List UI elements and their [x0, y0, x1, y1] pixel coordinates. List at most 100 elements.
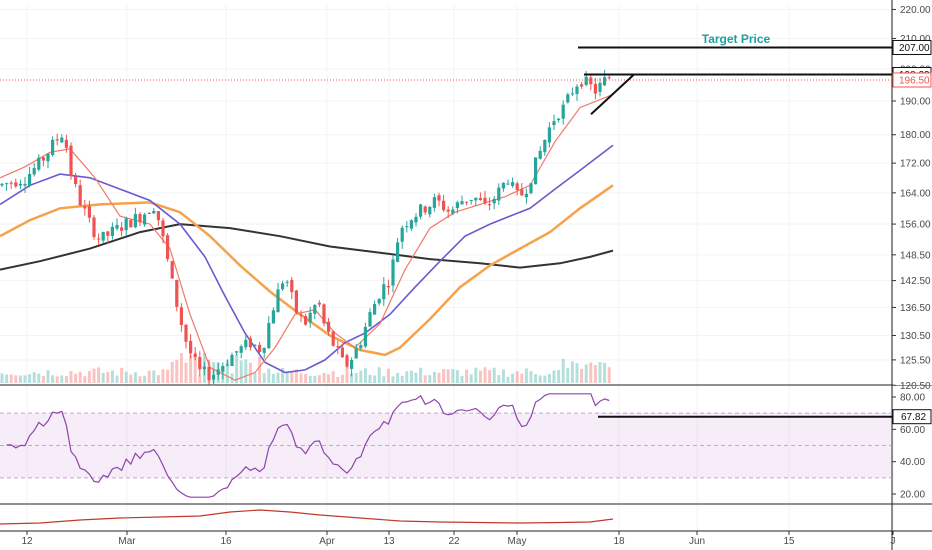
- volume-bar: [290, 371, 294, 383]
- candle-body: [23, 184, 27, 186]
- candle-body: [87, 206, 91, 218]
- candle-body: [547, 127, 551, 143]
- candle: [14, 178, 18, 189]
- candle: [478, 192, 482, 201]
- volume-bar: [598, 362, 602, 383]
- volume-bar: [5, 374, 9, 383]
- candle: [23, 177, 27, 193]
- volume-bar: [405, 371, 409, 383]
- time-tick-label: 12: [21, 536, 33, 547]
- candle: [92, 215, 96, 240]
- candle-body: [543, 139, 547, 153]
- candle-body: [253, 344, 257, 346]
- volume-bar: [285, 371, 289, 383]
- price-tick-label: 142.50: [900, 276, 931, 287]
- rsi-tick-label: 20.00: [900, 490, 925, 501]
- candle-body: [345, 355, 349, 367]
- ascending-triangle-pattern: [584, 73, 637, 115]
- candle: [386, 279, 390, 295]
- time-tick-label: 13: [383, 536, 395, 547]
- price-tag-label: 196.50: [899, 75, 930, 86]
- rsi-tick-label: 40.00: [900, 457, 925, 468]
- candle: [28, 166, 32, 188]
- candle: [428, 206, 432, 218]
- candle-body: [409, 220, 413, 229]
- candle: [419, 203, 423, 220]
- volume-bar: [520, 373, 524, 383]
- candle: [304, 313, 308, 326]
- candle-body: [382, 284, 386, 300]
- volume-bar: [373, 375, 377, 383]
- candle: [189, 334, 193, 359]
- volume-bar: [74, 373, 78, 383]
- volume-bar: [299, 373, 303, 383]
- candle: [354, 344, 358, 359]
- price-tick-label: 172.00: [900, 159, 931, 170]
- candle-body: [524, 193, 528, 198]
- candle: [501, 182, 505, 192]
- candle: [175, 279, 179, 312]
- volume-bar: [179, 353, 183, 383]
- candle-body: [584, 76, 588, 85]
- ma-10-line: [0, 93, 614, 381]
- candle: [97, 233, 101, 246]
- candle: [5, 182, 9, 191]
- candle: [271, 307, 275, 324]
- candle-body: [143, 214, 147, 225]
- candle-body: [377, 298, 381, 304]
- candle-body: [446, 209, 450, 212]
- candle: [488, 197, 492, 211]
- candle-body: [248, 338, 252, 348]
- candle: [110, 222, 114, 240]
- price-axis[interactable]: 220.00210.00200.00190.00180.00172.00164.…: [892, 0, 932, 392]
- candle-body: [225, 364, 229, 366]
- volume-bar: [593, 365, 597, 383]
- price-tick-label: 210.00: [900, 34, 931, 45]
- volume-bar: [446, 369, 450, 383]
- candle-body: [483, 197, 487, 204]
- candle: [41, 156, 45, 167]
- volume-bar: [129, 374, 133, 383]
- price-tick-label: 130.50: [900, 331, 931, 342]
- candle: [313, 304, 317, 320]
- candle: [557, 117, 561, 123]
- candle-body: [442, 200, 446, 211]
- candle-body: [230, 354, 234, 366]
- candle-body: [359, 345, 363, 349]
- candle: [350, 357, 354, 377]
- candle: [152, 208, 156, 215]
- candle: [207, 359, 211, 385]
- candle-body: [534, 157, 538, 185]
- candle: [239, 344, 243, 359]
- candle-body: [64, 139, 68, 148]
- time-tick-label: May: [508, 536, 527, 547]
- candle-body: [156, 211, 160, 221]
- volume-bar: [69, 371, 73, 383]
- volume-bar: [51, 375, 55, 383]
- volume-bar: [552, 370, 556, 383]
- price-tick-label: 164.00: [900, 188, 931, 199]
- candle: [258, 341, 262, 356]
- volume-bar: [377, 367, 381, 383]
- candle: [248, 335, 252, 351]
- candle: [244, 335, 248, 351]
- volume-bar: [294, 369, 298, 383]
- candle-body: [561, 104, 565, 119]
- candle-body: [455, 202, 459, 209]
- volume-bar: [235, 354, 239, 383]
- candle-body: [46, 153, 50, 162]
- volume-bar: [469, 374, 473, 383]
- candle: [580, 81, 584, 89]
- volume-bar: [400, 375, 404, 383]
- candle: [64, 134, 68, 153]
- volume-bar: [317, 375, 321, 383]
- volume-bar: [55, 376, 59, 383]
- candle: [294, 289, 298, 315]
- candle: [285, 280, 289, 287]
- candle: [74, 172, 78, 188]
- time-axis[interactable]: 12 Mar 16 Apr 13 22 May 18 Jun 15 J: [21, 531, 896, 547]
- candle-body: [488, 204, 492, 206]
- candle-body: [363, 326, 367, 347]
- candle: [414, 213, 418, 227]
- candle-body: [552, 121, 556, 126]
